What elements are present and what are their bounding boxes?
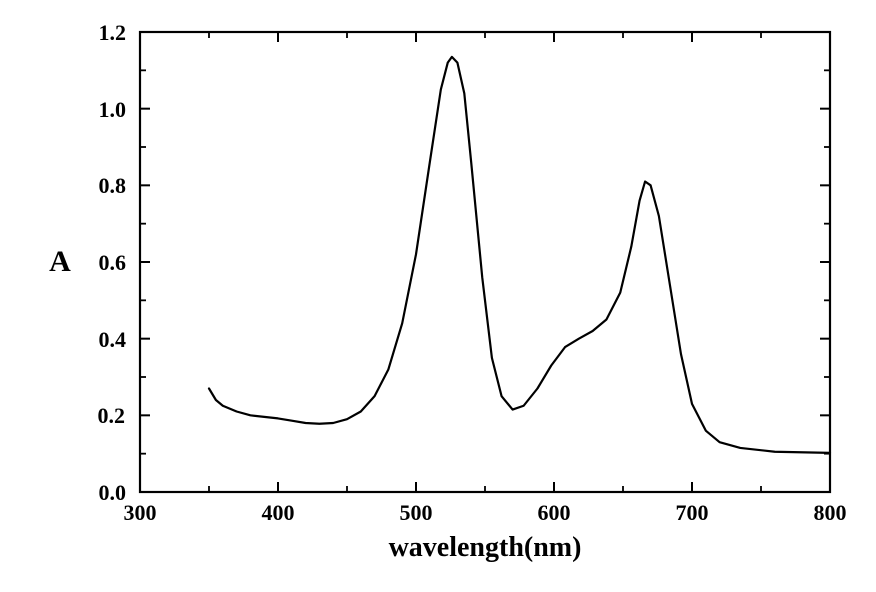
x-tick-label: 400 [262, 500, 295, 526]
y-tick-label: 0.4 [99, 327, 127, 353]
y-tick-label: 0.6 [99, 250, 127, 276]
x-tick-label: 500 [400, 500, 433, 526]
x-tick-label: 600 [538, 500, 571, 526]
chart-container: A wavelength(nm) 300 400 500 600 700 800 0.0 0.… [0, 0, 876, 592]
y-tick-label: 1.0 [99, 97, 127, 123]
x-tick-label: 300 [124, 500, 157, 526]
y-tick-label: 1.2 [99, 20, 127, 46]
x-axis-label: wavelength(nm) [389, 532, 582, 564]
x-tick-label: 700 [676, 500, 709, 526]
x-tick-label: 800 [814, 500, 847, 526]
y-tick-label: 0.0 [99, 480, 127, 506]
y-tick-label: 0.8 [99, 173, 127, 199]
y-axis-label: A [49, 245, 71, 279]
y-tick-label: 0.2 [98, 403, 126, 429]
